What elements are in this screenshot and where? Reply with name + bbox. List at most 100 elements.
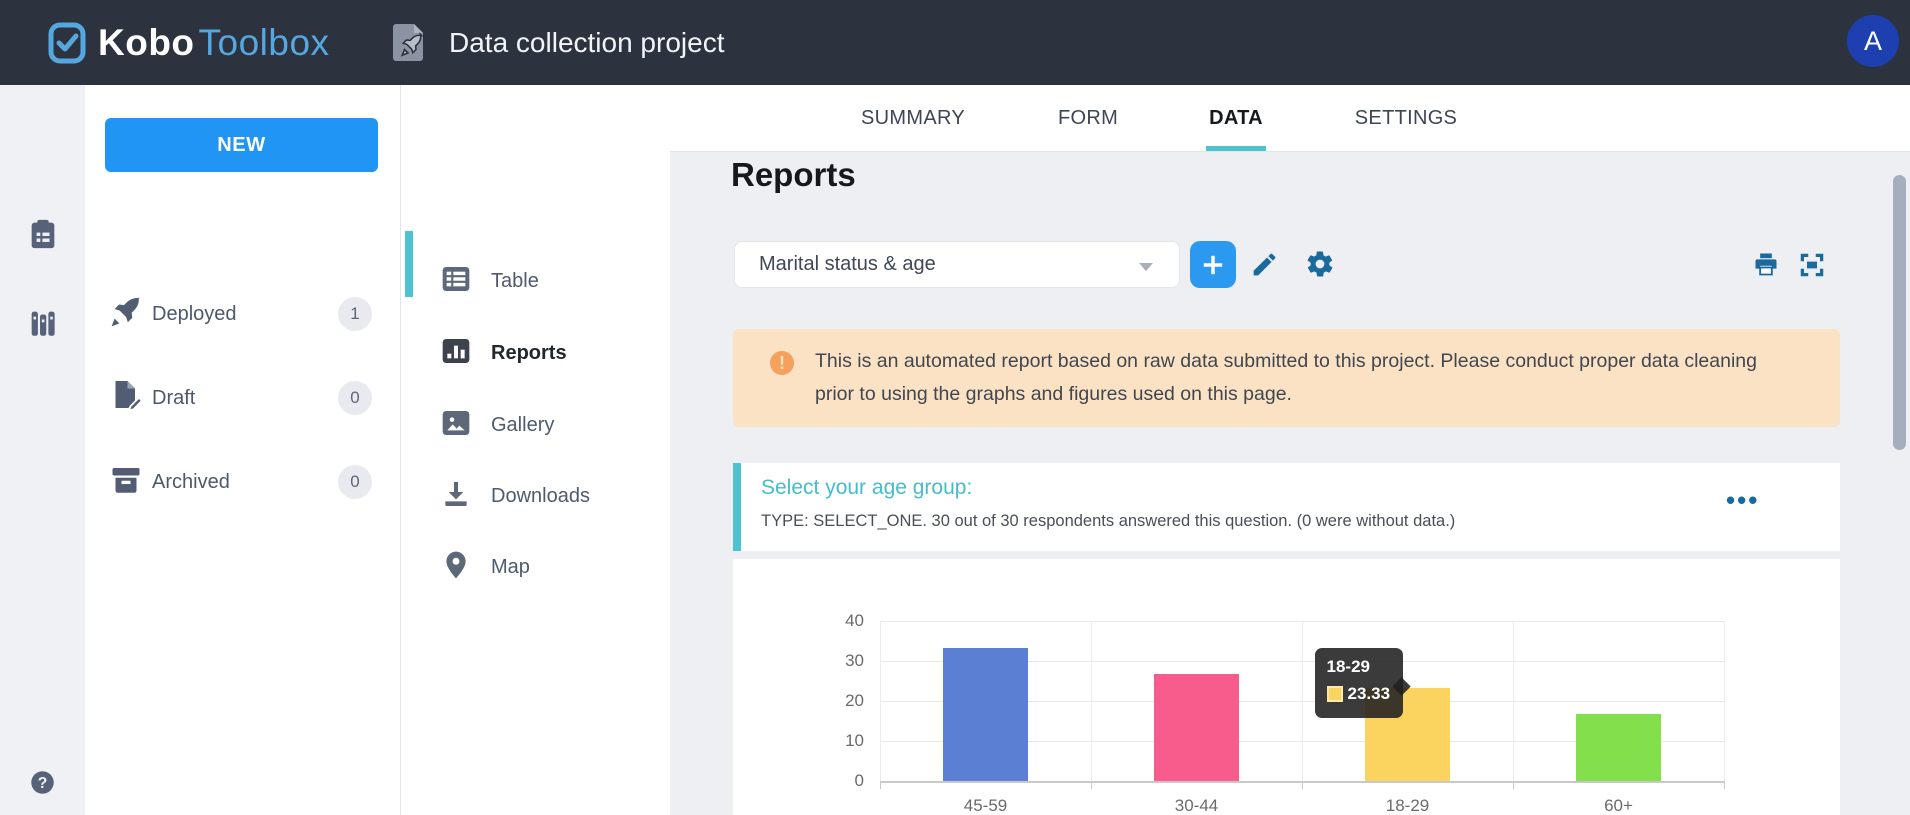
page-title: Reports [731, 156, 856, 193]
question-subtitle: TYPE: SELECT_ONE. 30 out of 30 responden… [761, 512, 1456, 530]
draft-icon [108, 378, 144, 419]
gear-icon [1307, 251, 1333, 277]
deployed-count-badge: 1 [338, 297, 372, 331]
kobo-logo-icon [48, 22, 86, 63]
reports-icon [440, 335, 472, 372]
axis-tick [1302, 781, 1303, 789]
axis-tick [1091, 781, 1092, 789]
gridline [1724, 621, 1725, 781]
printer-icon [1755, 253, 1777, 276]
axis-tick [880, 781, 881, 789]
project-sidebar: NEW Deployed 1 Draft 0 [85, 85, 400, 815]
exclamation-circle-icon: ! [770, 351, 794, 375]
subnav-item-table[interactable]: Table [401, 253, 671, 309]
data-subnav: Table Reports Gallery [400, 85, 670, 815]
tab-data[interactable]: DATA [1209, 106, 1263, 129]
new-button[interactable]: NEW [105, 118, 378, 172]
axis-tick [1724, 781, 1725, 789]
y-axis-tick-label: 20 [845, 691, 864, 710]
x-axis-tick-label: 45-59 [963, 796, 1008, 815]
draft-count-badge: 0 [338, 381, 372, 415]
archive-icon [108, 462, 144, 503]
print-button[interactable] [1752, 250, 1780, 278]
question-card-header: Select your age group: TYPE: SELECT_ONE.… [733, 463, 1840, 551]
brand-toolbox: Toolbox [198, 21, 330, 63]
warning-text: This is an automated report based on raw… [815, 350, 1757, 405]
gridline [880, 621, 881, 781]
report-settings-button[interactable] [1305, 249, 1335, 279]
bar-30-44[interactable] [1154, 674, 1239, 781]
avatar-letter: A [1863, 25, 1882, 56]
tab-settings[interactable]: SETTINGS [1354, 106, 1458, 129]
chevron-down-icon [1139, 263, 1153, 271]
subnav-item-reports[interactable]: Reports [401, 325, 671, 381]
question-title: Select your age group: [761, 476, 973, 499]
rocket-icon [108, 294, 144, 335]
sidebar-item-label: Deployed [152, 302, 237, 325]
expand-icon [1800, 253, 1824, 277]
project-title: Data collection project [449, 26, 725, 58]
help-icon[interactable]: ? [0, 769, 85, 796]
svg-text:?: ? [38, 775, 48, 792]
subnav-item-downloads[interactable]: Downloads [401, 468, 671, 524]
report-selector-value: Marital status & age [759, 253, 936, 275]
table-icon [440, 263, 472, 300]
x-axis-tick-label: 18-29 [1385, 796, 1430, 815]
project-deployed-icon [393, 23, 424, 61]
active-tab-underline [1206, 146, 1266, 151]
active-indicator [405, 231, 413, 297]
subnav-item-label: Reports [491, 341, 567, 364]
x-axis-tick-label: 30-44 [1174, 796, 1219, 815]
warning-banner: ! This is an automated report based on r… [733, 329, 1840, 427]
avatar[interactable]: A [1847, 15, 1899, 67]
downloads-icon [440, 478, 472, 515]
vertical-scrollbar-thumb[interactable] [1893, 175, 1906, 450]
archived-count-badge: 0 [338, 465, 372, 499]
subnav-item-label: Map [491, 555, 530, 578]
y-axis-tick-label: 0 [854, 771, 864, 790]
tooltip-swatch [1326, 685, 1343, 702]
sidebar-item-draft[interactable]: Draft 0 [85, 373, 400, 423]
topbar: Kobo Toolbox Data collection project A [0, 0, 1910, 85]
tab-summary[interactable]: SUMMARY [861, 106, 965, 129]
y-axis-tick-label: 10 [845, 731, 864, 750]
kobotoolbox-logo[interactable]: Kobo Toolbox [48, 0, 330, 85]
sidebar-item-label: Archived [152, 470, 230, 493]
subnav-item-label: Gallery [491, 413, 555, 436]
sidebar-item-archived[interactable]: Archived 0 [85, 457, 400, 507]
tab-form[interactable]: FORM [1057, 106, 1119, 129]
bar-45-59[interactable] [943, 647, 1028, 781]
y-axis-tick-label: 30 [845, 651, 864, 670]
gridline [1091, 621, 1092, 781]
sidebar-item-deployed[interactable]: Deployed 1 [85, 289, 400, 339]
library-icon[interactable] [0, 305, 85, 341]
bar-chart: 0 10 20 30 40 45-59 30-44 18-29 60+ 18-29 23.33 [845, 611, 1725, 815]
gallery-icon [440, 407, 472, 444]
ellipsis-icon[interactable]: ••• [1726, 485, 1760, 515]
y-axis-tick-label: 40 [845, 611, 864, 630]
map-pin-icon [440, 549, 472, 586]
projects-icon[interactable] [0, 216, 85, 252]
chart-tooltip: 18-29 23.33 [1314, 647, 1411, 718]
subnav-item-map[interactable]: Map [401, 539, 671, 595]
bar-60+[interactable] [1576, 714, 1661, 781]
add-report-button[interactable] [1190, 241, 1236, 288]
pencil-icon [1253, 253, 1276, 276]
tooltip-value: 23.33 [1347, 683, 1391, 703]
subnav-item-gallery[interactable]: Gallery [401, 397, 671, 453]
expand-button[interactable] [1797, 250, 1827, 280]
subnav-item-label: Table [491, 269, 539, 292]
axis-tick [1513, 781, 1514, 789]
tooltip-label: 18-29 [1326, 656, 1370, 676]
sidebar-item-label: Draft [152, 386, 196, 409]
x-axis-tick-label: 60+ [1604, 796, 1633, 815]
edit-report-button[interactable] [1250, 250, 1279, 279]
plus-icon [1203, 255, 1223, 274]
left-rail: ? [0, 85, 85, 815]
gridline [1513, 621, 1514, 781]
brand-kobo: Kobo [98, 21, 195, 63]
gridline [1302, 621, 1303, 781]
report-selector-dropdown[interactable]: Marital status & age [734, 241, 1180, 288]
project-header: Data collection project [387, 0, 724, 85]
